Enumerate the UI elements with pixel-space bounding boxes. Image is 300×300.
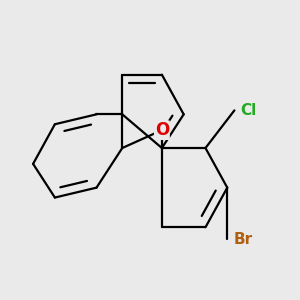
Text: Br: Br (233, 232, 252, 247)
Text: Cl: Cl (240, 103, 256, 118)
Text: O: O (155, 121, 169, 139)
